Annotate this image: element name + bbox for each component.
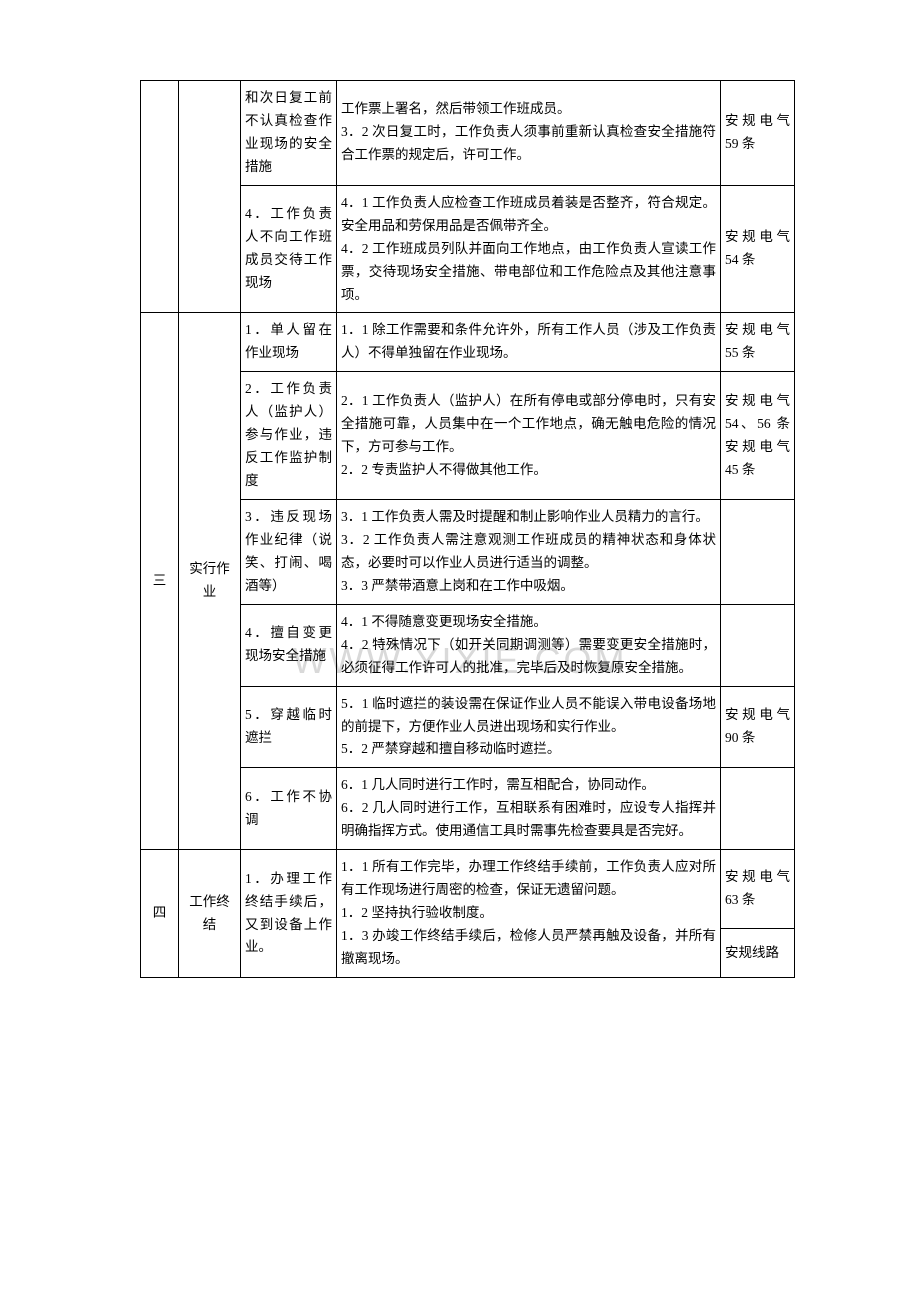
cell-risk: 5．穿越临时遮拦	[241, 686, 337, 768]
cell-measure: 工作票上署名，然后带领工作班成员。3．2 次日复工时，工作负责人须事前重新认真检…	[337, 81, 721, 186]
table-row: 和次日复工前不认真检查作业现场的安全措施 工作票上署名，然后带领工作班成员。3．…	[141, 81, 795, 186]
cell-ref: 安规电气55 条	[721, 313, 795, 372]
cell-ref	[721, 500, 795, 605]
cell-risk: 6．工作不协调	[241, 768, 337, 850]
cell-measure: 5．1 临时遮拦的装设需在保证作业人员不能误入带电设备场地的前提下，方便作业人员…	[337, 686, 721, 768]
cell-risk: 1．单人留在作业现场	[241, 313, 337, 372]
cell-measure: 1．1 所有工作完毕，办理工作终结手续前，工作负责人应对所有工作现场进行周密的检…	[337, 850, 721, 978]
cell-measure: 3．1 工作负责人需及时提醒和制止影响作业人员精力的言行。3．2 工作负责人需注…	[337, 500, 721, 605]
cell-ref: 安规线路	[721, 929, 795, 977]
cell-phase: 工作终结	[179, 850, 241, 978]
cell-risk: 和次日复工前不认真检查作业现场的安全措施	[241, 81, 337, 186]
cell-ref	[721, 604, 795, 686]
main-table: 和次日复工前不认真检查作业现场的安全措施 工作票上署名，然后带领工作班成员。3．…	[140, 80, 795, 978]
cell-measure: 6．1 几人同时进行工作时，需互相配合，协同动作。6．2 几人同时进行工作，互相…	[337, 768, 721, 850]
cell-seq	[141, 81, 179, 313]
table-row: 三 实行作业 1．单人留在作业现场 1．1 除工作需要和条件允许外，所有工作人员…	[141, 313, 795, 372]
cell-ref: 安规电气63 条	[721, 850, 795, 929]
cell-measure: 4．1 不得随意变更现场安全措施。4．2 特殊情况下（如开关同期调测等）需要变更…	[337, 604, 721, 686]
cell-risk: 4．擅自变更现场安全措施	[241, 604, 337, 686]
cell-ref: 安规电气54 条	[721, 185, 795, 313]
cell-ref: 安规电气90 条	[721, 686, 795, 768]
cell-ref	[721, 768, 795, 850]
cell-measure: 2．1 工作负责人（监护人）在所有停电或部分停电时，只有安全措施可靠，人员集中在…	[337, 372, 721, 500]
table-row: 四 工作终结 1．办理工作终结手续后，又到设备上作业。 1．1 所有工作完毕，办…	[141, 850, 795, 929]
cell-risk: 3．违反现场作业纪律（说笑、打闹、喝酒等）	[241, 500, 337, 605]
cell-measure: 4．1 工作负责人应检查工作班成员着装是否整齐，符合规定。安全用品和劳保用品是否…	[337, 185, 721, 313]
cell-phase: 实行作业	[179, 313, 241, 850]
cell-ref: 安规电气54、56 条安规电气45 条	[721, 372, 795, 500]
cell-risk: 2．工作负责人（监护人）参与作业，违反工作监护制度	[241, 372, 337, 500]
table-container: 和次日复工前不认真检查作业现场的安全措施 工作票上署名，然后带领工作班成员。3．…	[140, 80, 795, 978]
cell-risk: 4．工作负责人不向工作班成员交待工作现场	[241, 185, 337, 313]
cell-ref: 安规电气59 条	[721, 81, 795, 186]
cell-seq: 三	[141, 313, 179, 850]
cell-risk: 1．办理工作终结手续后，又到设备上作业。	[241, 850, 337, 978]
cell-phase	[179, 81, 241, 313]
cell-seq: 四	[141, 850, 179, 978]
cell-measure: 1．1 除工作需要和条件允许外，所有工作人员（涉及工作负责人）不得单独留在作业现…	[337, 313, 721, 372]
